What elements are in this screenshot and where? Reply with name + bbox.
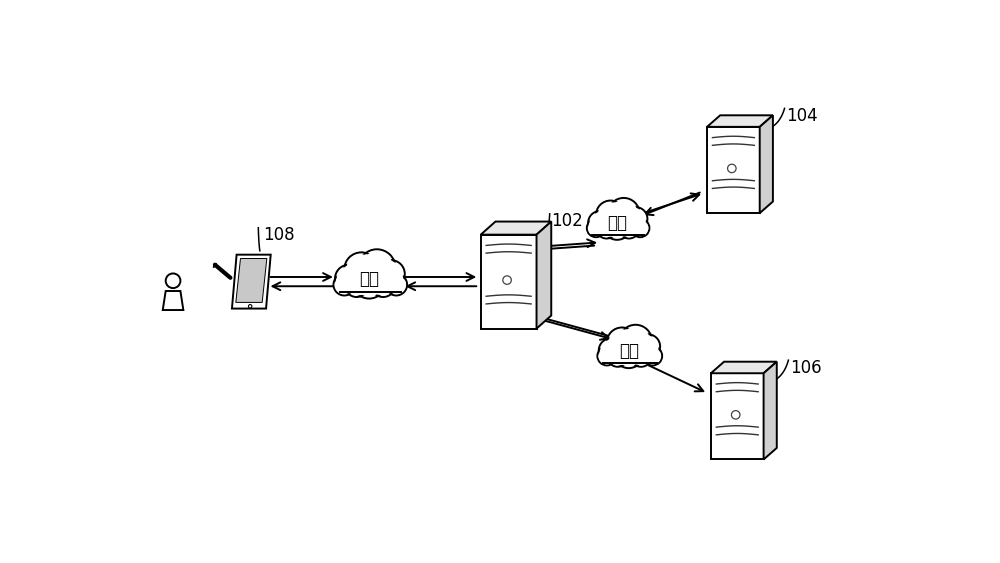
Circle shape [385, 274, 407, 296]
Circle shape [644, 347, 661, 364]
Circle shape [166, 274, 180, 288]
Circle shape [731, 410, 740, 419]
Circle shape [337, 266, 361, 291]
Circle shape [632, 220, 648, 236]
Circle shape [387, 275, 406, 294]
Circle shape [631, 219, 649, 237]
Polygon shape [481, 235, 537, 329]
Circle shape [354, 267, 384, 297]
Circle shape [344, 252, 378, 286]
Text: 网络: 网络 [359, 270, 379, 288]
Circle shape [358, 249, 395, 286]
Circle shape [619, 325, 652, 358]
Circle shape [598, 202, 623, 227]
Circle shape [346, 254, 376, 284]
Circle shape [333, 274, 355, 296]
Polygon shape [163, 291, 183, 310]
Circle shape [624, 207, 647, 231]
Circle shape [603, 211, 632, 240]
Circle shape [371, 272, 395, 297]
Polygon shape [711, 373, 764, 459]
Circle shape [588, 211, 612, 235]
Circle shape [346, 274, 368, 296]
Text: 106: 106 [790, 359, 822, 377]
Polygon shape [232, 254, 271, 309]
Circle shape [607, 345, 629, 367]
Circle shape [587, 219, 605, 237]
Polygon shape [481, 222, 551, 235]
Circle shape [609, 329, 635, 355]
Text: 102: 102 [551, 212, 583, 230]
Circle shape [352, 265, 386, 298]
Circle shape [335, 265, 363, 292]
Circle shape [344, 272, 369, 297]
Circle shape [599, 347, 615, 364]
Circle shape [608, 346, 627, 365]
Text: 108: 108 [263, 226, 295, 244]
Circle shape [610, 200, 638, 227]
Circle shape [636, 334, 660, 359]
Polygon shape [236, 258, 267, 302]
Circle shape [361, 252, 393, 284]
Circle shape [503, 276, 511, 284]
Circle shape [597, 346, 616, 365]
Circle shape [248, 305, 252, 308]
Polygon shape [707, 127, 760, 213]
Circle shape [379, 262, 403, 286]
Text: 104: 104 [786, 107, 818, 125]
Circle shape [372, 274, 394, 296]
Circle shape [596, 217, 617, 239]
Circle shape [631, 346, 651, 365]
Circle shape [728, 164, 736, 173]
Circle shape [621, 327, 650, 355]
Circle shape [608, 198, 640, 229]
Circle shape [614, 338, 644, 368]
Polygon shape [707, 115, 773, 127]
Text: 网络: 网络 [607, 215, 627, 233]
Circle shape [604, 213, 630, 238]
Circle shape [620, 219, 638, 237]
Circle shape [630, 345, 652, 367]
Circle shape [643, 346, 662, 365]
Polygon shape [711, 361, 777, 373]
Circle shape [597, 219, 616, 237]
Text: 网络: 网络 [619, 342, 639, 360]
Circle shape [335, 275, 354, 294]
Circle shape [377, 260, 405, 288]
Circle shape [588, 220, 604, 236]
Polygon shape [537, 222, 551, 329]
Polygon shape [764, 361, 777, 459]
Polygon shape [760, 115, 773, 213]
Circle shape [637, 336, 659, 357]
Circle shape [599, 338, 623, 363]
Circle shape [616, 340, 642, 367]
Circle shape [607, 328, 637, 358]
Circle shape [590, 212, 610, 233]
Circle shape [618, 217, 640, 239]
Circle shape [625, 208, 646, 229]
Circle shape [596, 200, 625, 229]
Circle shape [600, 340, 622, 361]
